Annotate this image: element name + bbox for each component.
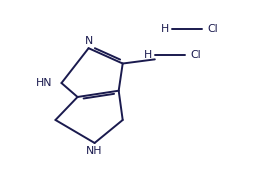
Text: Cl: Cl — [190, 50, 200, 60]
Text: HN: HN — [36, 78, 52, 88]
Text: Cl: Cl — [207, 24, 218, 34]
Text: N: N — [84, 35, 93, 46]
Text: H: H — [161, 24, 169, 34]
Text: H: H — [143, 50, 152, 60]
Text: NH: NH — [86, 146, 103, 156]
